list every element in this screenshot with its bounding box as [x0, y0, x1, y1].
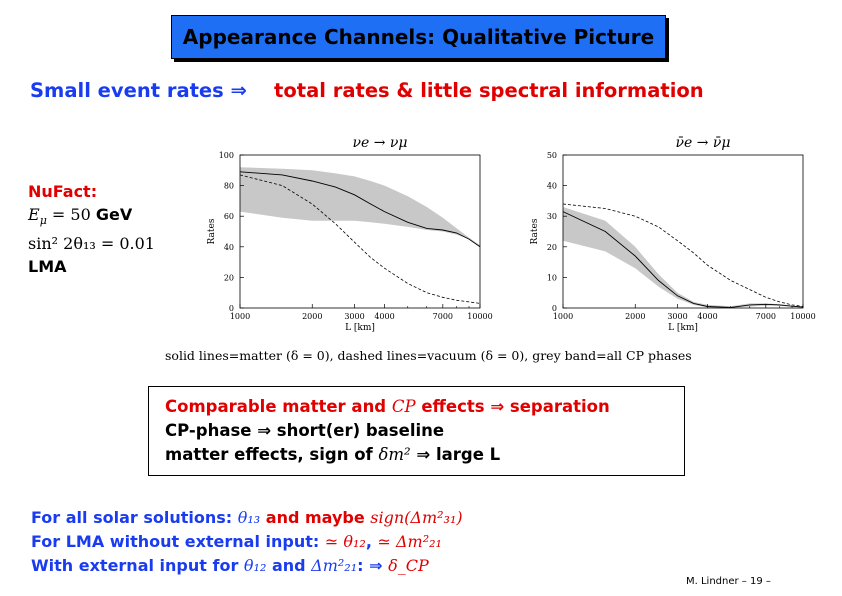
vacuum-line: [562, 203, 804, 307]
chart-title: ν̄e → ν̄μ: [675, 135, 730, 151]
conclusion-line-2: CP-phase ⇒ short(er) baseline: [165, 421, 445, 440]
x-tick-label: 7000: [756, 312, 776, 321]
y-axis-label: Rates: [207, 218, 217, 244]
x-tick-label: 1000: [553, 312, 573, 321]
chart-nue-numu: 0 20 40 60 80 100 1000 2000 3000 4000 7000 10000 L […: [207, 135, 493, 333]
y-tick-label: 50: [547, 151, 557, 160]
y-axis-label: Rates: [530, 218, 540, 244]
x-tick-label: 3000: [344, 312, 364, 321]
x-axis-label: L [km]: [668, 323, 698, 333]
lma-label: LMA: [28, 257, 67, 277]
vacuum-line: [239, 174, 481, 304]
x-tick-label: 10000: [467, 312, 492, 321]
y-tick-label: 20: [547, 243, 557, 252]
y-tick-label: 100: [219, 151, 234, 160]
headline: Small event rates ⇒ total rates & little…: [30, 79, 704, 102]
x-tick-label: 4000: [697, 312, 717, 321]
y-tick-label: 30: [547, 212, 557, 221]
nufact-parameters: NuFact: Eμ = 50 GeV sin² 2θ₁₃ = 0.01 LMA: [28, 180, 155, 278]
footer: M. Lindner – 19 –: [686, 576, 771, 587]
y-tick-label: 0: [552, 304, 557, 313]
y-tick-label: 40: [547, 182, 557, 191]
chart-antinue-antinumu: 0 10 20 30 40 50 1000 2000 3000 4000 7000 10000 L [k…: [530, 135, 816, 333]
y-tick-label: 10: [547, 273, 557, 282]
cp-phase-band: [563, 207, 803, 308]
y-tick-label: 20: [224, 273, 234, 282]
x-tick-label: 3000: [667, 312, 687, 321]
slide-title-box: Appearance Channels: Qualitative Picture: [171, 15, 666, 59]
solar-line-3: With external input for θ₁₂ and Δm²₂₁: ⇒…: [31, 556, 429, 575]
matter-line: [239, 171, 481, 248]
chart-caption: solid lines=matter (δ = 0), dashed lines…: [165, 348, 692, 363]
slide-title: Appearance Channels: Qualitative Picture: [182, 25, 655, 49]
x-tick-label: 10000: [790, 312, 815, 321]
plot-frame: [239, 154, 481, 309]
nufact-label: NuFact:: [28, 182, 98, 201]
x-axis-label: L [km]: [345, 323, 375, 333]
x-tick-label: 2000: [625, 312, 645, 321]
conclusion-line-1: Comparable matter and CP effects ⇒ separ…: [165, 397, 610, 416]
headline-right: total rates & little spectral informatio…: [274, 79, 704, 102]
x-tick-label: 4000: [374, 312, 394, 321]
y-tick-label: 60: [224, 212, 234, 221]
conclusion-line-3: matter effects, sign of δm² ⇒ large L: [165, 445, 501, 464]
cp-phase-band: [240, 167, 480, 247]
y-tick-label: 0: [229, 304, 234, 313]
conclusion-box: Comparable matter and CP effects ⇒ separ…: [148, 386, 685, 476]
chart-title: νe → νμ: [352, 135, 407, 151]
y-tick-label: 40: [224, 243, 234, 252]
mixing-angle-line: sin² 2θ₁₃ = 0.01: [28, 234, 155, 254]
headline-left: Small event rates ⇒: [30, 79, 247, 102]
plot-frame: [562, 154, 804, 309]
y-tick-label: 80: [224, 182, 234, 191]
x-tick-label: 2000: [302, 312, 322, 321]
x-tick-label: 7000: [433, 312, 453, 321]
x-tick-label: 1000: [230, 312, 250, 321]
solar-line-1: For all solar solutions: θ₁₃ and maybe s…: [31, 508, 463, 527]
energy-line: Eμ = 50 GeV: [28, 205, 133, 228]
solar-line-2: For LMA without external input: ≃ θ₁₂, ≃…: [31, 532, 442, 551]
